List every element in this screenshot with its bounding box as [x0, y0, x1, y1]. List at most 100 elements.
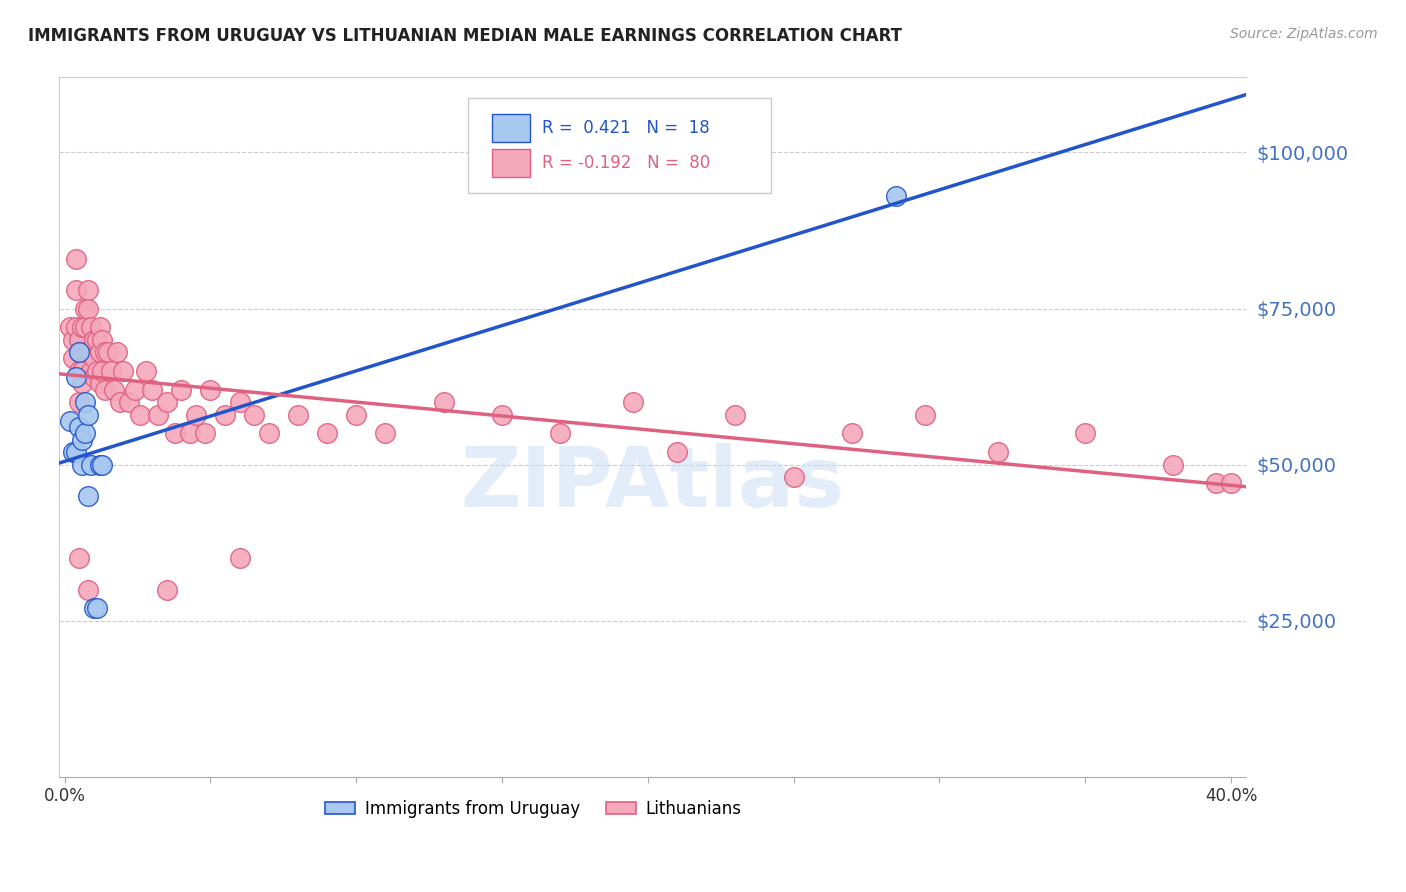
Point	[548, 426, 571, 441]
Point	[97, 345, 120, 359]
Point	[108, 395, 131, 409]
Point	[65, 283, 87, 297]
Point	[70, 364, 93, 378]
Point	[1205, 476, 1227, 491]
Point	[118, 395, 141, 409]
Point	[89, 320, 111, 334]
Point	[179, 426, 201, 441]
Point	[228, 395, 250, 409]
Point	[67, 551, 90, 566]
Point	[124, 383, 146, 397]
Point	[94, 383, 117, 397]
Point	[621, 395, 644, 409]
Point	[76, 582, 98, 597]
Point	[62, 333, 84, 347]
Point	[83, 333, 105, 347]
Point	[724, 408, 747, 422]
Point	[200, 383, 222, 397]
Point	[1161, 458, 1184, 472]
Point	[80, 320, 103, 334]
Point	[228, 551, 250, 566]
Point	[344, 408, 367, 422]
Point	[165, 426, 187, 441]
Point	[100, 364, 122, 378]
Point	[86, 364, 108, 378]
Point	[316, 426, 339, 441]
Point	[67, 345, 90, 359]
Point	[782, 470, 804, 484]
Point	[86, 601, 108, 615]
Point	[80, 345, 103, 359]
Point	[62, 445, 84, 459]
Text: ZIPAtlas: ZIPAtlas	[460, 442, 844, 524]
Point	[374, 426, 396, 441]
Point	[76, 345, 98, 359]
Point	[70, 458, 93, 472]
Point	[184, 408, 207, 422]
Point	[83, 351, 105, 366]
FancyBboxPatch shape	[492, 114, 530, 142]
Point	[155, 582, 177, 597]
Point	[665, 445, 688, 459]
Point	[67, 395, 90, 409]
Point	[170, 383, 193, 397]
Point	[73, 395, 96, 409]
Point	[841, 426, 863, 441]
Point	[491, 408, 513, 422]
Text: Source: ZipAtlas.com: Source: ZipAtlas.com	[1230, 27, 1378, 41]
Point	[1220, 476, 1243, 491]
Point	[103, 383, 125, 397]
Point	[89, 458, 111, 472]
Point	[67, 345, 90, 359]
Point	[111, 364, 134, 378]
Point	[83, 370, 105, 384]
Point	[80, 458, 103, 472]
Point	[914, 408, 936, 422]
Point	[59, 414, 82, 428]
Point	[70, 433, 93, 447]
Point	[76, 489, 98, 503]
Point	[89, 376, 111, 391]
Point	[76, 408, 98, 422]
Point	[76, 283, 98, 297]
Point	[76, 301, 98, 316]
Point	[94, 345, 117, 359]
Point	[73, 320, 96, 334]
Point	[67, 364, 90, 378]
Text: R =  0.421   N =  18: R = 0.421 N = 18	[541, 119, 710, 136]
Point	[89, 345, 111, 359]
Point	[129, 408, 152, 422]
Point	[73, 301, 96, 316]
Point	[70, 376, 93, 391]
Point	[91, 458, 114, 472]
Point	[70, 345, 93, 359]
Point	[105, 345, 128, 359]
Point	[433, 395, 456, 409]
Point	[155, 395, 177, 409]
Point	[214, 408, 236, 422]
Text: R = -0.192   N =  80: R = -0.192 N = 80	[541, 153, 710, 172]
Point	[141, 383, 163, 397]
Point	[65, 252, 87, 266]
Point	[65, 370, 87, 384]
Point	[1074, 426, 1097, 441]
Point	[91, 333, 114, 347]
Point	[86, 333, 108, 347]
Point	[146, 408, 169, 422]
Text: IMMIGRANTS FROM URUGUAY VS LITHUANIAN MEDIAN MALE EARNINGS CORRELATION CHART: IMMIGRANTS FROM URUGUAY VS LITHUANIAN ME…	[28, 27, 903, 45]
FancyBboxPatch shape	[468, 98, 770, 193]
Point	[80, 364, 103, 378]
Point	[65, 320, 87, 334]
Point	[257, 426, 280, 441]
Point	[65, 445, 87, 459]
Point	[243, 408, 266, 422]
Point	[67, 333, 90, 347]
Point	[193, 426, 215, 441]
Point	[83, 601, 105, 615]
Point	[73, 426, 96, 441]
Point	[884, 189, 907, 203]
FancyBboxPatch shape	[492, 149, 530, 177]
Point	[287, 408, 309, 422]
Point	[73, 345, 96, 359]
Legend: Immigrants from Uruguay, Lithuanians: Immigrants from Uruguay, Lithuanians	[319, 793, 748, 824]
